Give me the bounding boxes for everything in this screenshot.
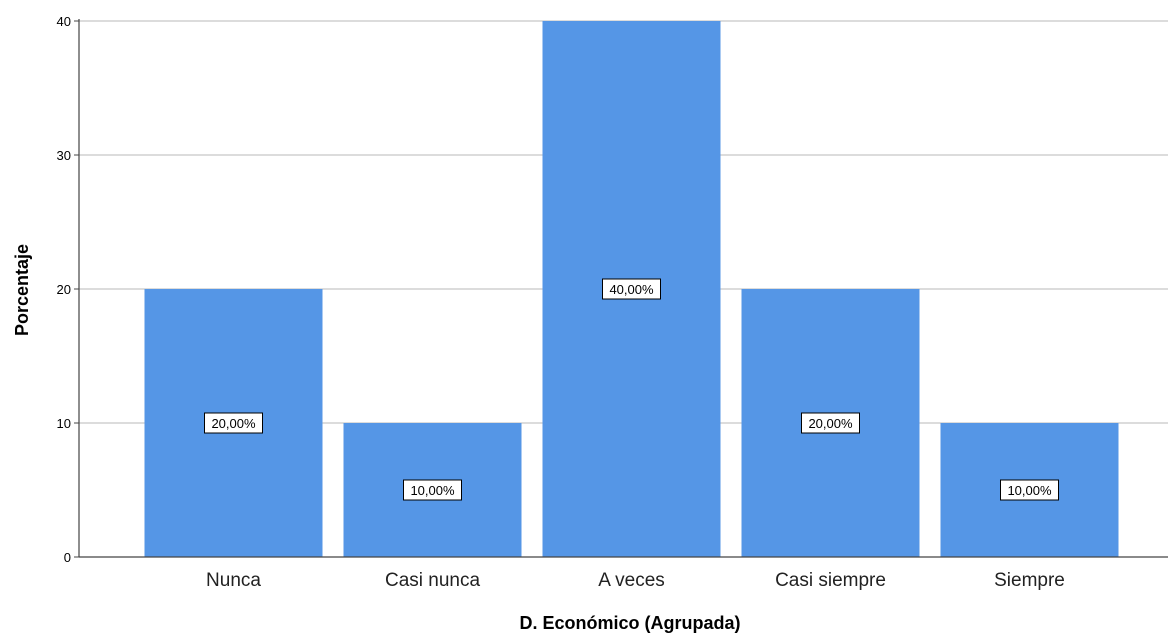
data-label-siempre: 10,00%: [1000, 479, 1059, 501]
y-tick-label-10: 10: [57, 416, 71, 431]
data-label-box: [204, 412, 263, 434]
y-tick-label-30: 30: [57, 148, 71, 163]
data-label-box: [602, 278, 661, 300]
x-axis-title: D. Económico (Agrupada): [519, 613, 740, 633]
data-label-nunca: 20,00%: [204, 412, 263, 434]
x-category-label-a-veces: A veces: [598, 570, 665, 591]
x-category-label-nunca: Nunca: [206, 570, 261, 591]
y-axis-title: Porcentaje: [12, 244, 32, 336]
data-label-casi-nunca: 10,00%: [403, 479, 462, 501]
data-label-casi-siempre: 20,00%: [801, 412, 860, 434]
y-tick-labels: 0 10 20 30 40: [57, 14, 71, 565]
x-category-label-casi-siempre: Casi siempre: [775, 570, 886, 591]
data-label-text: 40,00%: [609, 282, 654, 297]
data-label-text: 20,00%: [808, 416, 853, 431]
data-labels: 20,00% 10,00% 40,00% 20,00% 10,00%: [204, 278, 1059, 501]
data-label-text: 10,00%: [1007, 483, 1052, 498]
y-tick-label-20: 20: [57, 282, 71, 297]
data-label-box: [403, 479, 462, 501]
x-category-labels: Nunca Casi nunca A veces Casi siempre Siempr…: [206, 570, 1065, 591]
y-tick-label-40: 40: [57, 14, 71, 29]
x-category-label-siempre: Siempre: [994, 570, 1065, 591]
data-label-text: 10,00%: [410, 483, 455, 498]
axes: [74, 19, 1168, 558]
y-tick-label-0: 0: [64, 550, 71, 565]
data-label-text: 20,00%: [211, 416, 256, 431]
data-label-box: [801, 412, 860, 434]
x-category-label-casi-nunca: Casi nunca: [385, 570, 480, 591]
data-label-box: [1000, 479, 1059, 501]
data-label-a-veces: 40,00%: [602, 278, 661, 300]
